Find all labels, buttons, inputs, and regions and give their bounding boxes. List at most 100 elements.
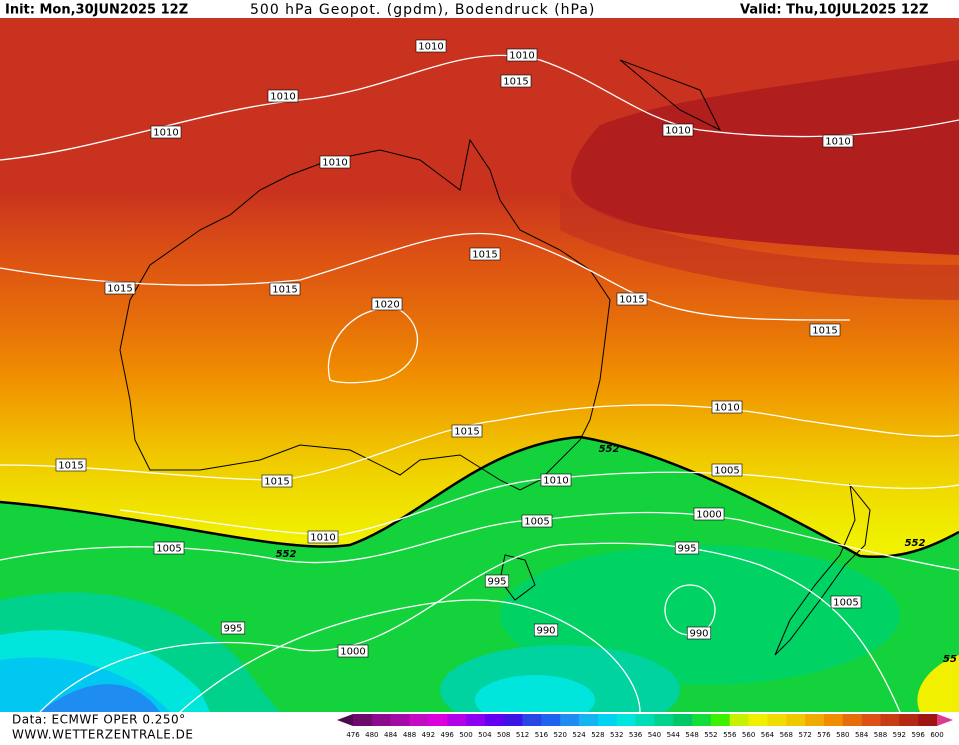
isobar-label: 1015 (812, 326, 837, 337)
isobar-label-box (506, 48, 538, 62)
colorbar-segment (541, 714, 561, 726)
isobar-label-box (150, 125, 182, 139)
isobar-label-box (809, 323, 841, 337)
isobar-label: 1015 (58, 461, 83, 472)
colorbar-label: 584 (855, 731, 869, 739)
dark-region (571, 60, 959, 255)
colorbar-label: 588 (874, 731, 887, 739)
colorbar-segment (447, 714, 467, 726)
colorbar-segment (484, 714, 505, 726)
isobar-label: 1010 (322, 158, 347, 169)
colorbar-segment (767, 714, 787, 726)
colorbar-label: 476 (346, 731, 360, 739)
isobar-label-box (484, 574, 510, 588)
colorbar-segment (710, 714, 731, 726)
isobar-label-box (469, 247, 501, 261)
colorbar-label: 596 (911, 731, 925, 739)
colorbar-label: 504 (478, 731, 492, 739)
isobar-label: 990 (536, 626, 555, 637)
isobar-label: 1015 (472, 250, 497, 261)
isobar-label-box (822, 134, 854, 148)
geopotential-label: 552 (599, 444, 620, 455)
colorbar-label: 528 (591, 731, 604, 739)
isobar-label-box (104, 281, 136, 295)
colorbar-label: 580 (836, 731, 849, 739)
colorbar-label: 560 (742, 731, 755, 739)
isobar-label-box (540, 473, 572, 487)
colorbar-segment (880, 714, 900, 726)
isobar (179, 599, 641, 713)
isobar-label-box (686, 626, 712, 640)
map-area: 1010 1010 1015 1010 1010 1010 1010 1010 1015 1015… (0, 18, 959, 735)
colorbar-segment (428, 714, 448, 726)
colorbar-segment (918, 714, 938, 726)
isobar-label-box (693, 507, 725, 521)
isobar-label: 1015 (503, 77, 528, 88)
isobar-label-box (415, 39, 447, 53)
geopotential-552 (0, 435, 959, 558)
isobar-label: 995 (487, 577, 506, 588)
colorbar-segment (390, 714, 410, 726)
header-bar (0, 0, 959, 18)
colorbar-label: 520 (554, 731, 567, 739)
colorbar-label: 548 (685, 731, 698, 739)
colorbar-label: 536 (629, 731, 643, 739)
colorbar-segment (805, 714, 825, 726)
isobar-label: 1000 (696, 510, 721, 521)
isobar-label-box (711, 400, 743, 414)
coastline (119, 59, 871, 656)
isobar-label-box (319, 155, 351, 169)
yellow-region (917, 655, 959, 712)
colorbar-segment (466, 714, 486, 726)
colorbar-label: 492 (422, 731, 435, 739)
colorbar-label: 556 (723, 731, 737, 739)
isobar-label-box (521, 514, 553, 528)
isobar-label: 1010 (270, 92, 295, 103)
colorbar-label: 508 (497, 731, 510, 739)
colorbar-label: 524 (572, 731, 586, 739)
colorbar-segment (616, 714, 636, 726)
init-time: Init: Mon,30JUN2025 12Z (5, 3, 188, 18)
colorbar-segment (371, 714, 391, 726)
isobar (0, 404, 959, 481)
colorbar-label: 496 (441, 731, 455, 739)
isobar-label: 1010 (153, 128, 178, 139)
isobar-label-box (153, 541, 185, 555)
colorbar-label: 512 (516, 731, 529, 739)
isobar-label: 990 (689, 629, 708, 640)
colorbar-label: 500 (459, 731, 472, 739)
isobar-label: 1010 (418, 42, 443, 53)
colorbar-end (337, 714, 353, 726)
isobar-label: 1015 (264, 477, 289, 488)
colorbar-segment (522, 714, 542, 726)
colorbar-label: 488 (403, 731, 416, 739)
geopotential-label: 552 (905, 538, 926, 549)
colorbar-segment (823, 714, 844, 726)
colorbar-label: 516 (535, 731, 549, 739)
isobar-label-box (261, 474, 293, 488)
isobar-label-box (500, 74, 532, 88)
blue-region (40, 684, 160, 712)
isobar-label: 1010 (509, 51, 534, 62)
colorbar-segment (597, 714, 618, 726)
colorbar-segment (409, 714, 429, 726)
isobar-label: 1010 (714, 403, 739, 414)
isobar-label: 1010 (310, 533, 335, 544)
isobar-label: 1010 (825, 137, 850, 148)
band (560, 190, 959, 300)
colorbar-label: 540 (648, 731, 661, 739)
isobar-label: 1005 (714, 466, 739, 477)
isobar-labels: 1010 1010 1015 1010 1010 1010 1010 1010 1015 1015… (55, 39, 957, 665)
colorbar-label: 568 (780, 731, 793, 739)
isobar-label-box (55, 458, 87, 472)
colorbar-label: 484 (384, 731, 398, 739)
isobar-label-box (830, 595, 862, 609)
colorbar-label: 480 (365, 731, 378, 739)
colorbar-segment (748, 714, 768, 726)
isobar-label-box (220, 621, 246, 635)
isobar-label-box (711, 463, 743, 477)
website: WWW.WETTERZENTRALE.DE (12, 728, 193, 742)
colorbar-segment (861, 714, 881, 726)
colorbar-label: 600 (930, 731, 943, 739)
